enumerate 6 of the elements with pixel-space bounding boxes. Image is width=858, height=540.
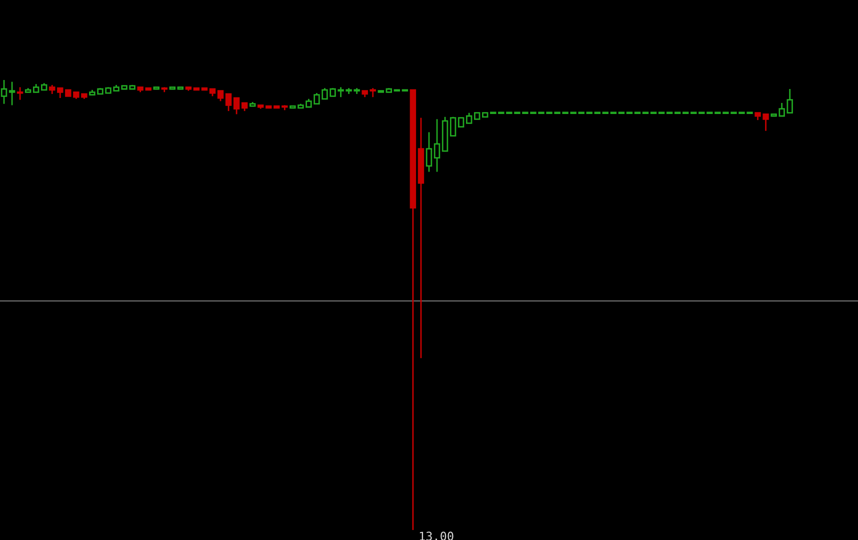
candlestick <box>418 117 424 359</box>
candlestick <box>434 118 440 172</box>
candlestick <box>282 105 288 111</box>
candlestick <box>370 87 376 98</box>
candlestick <box>49 84 56 95</box>
candlestick <box>161 86 168 93</box>
